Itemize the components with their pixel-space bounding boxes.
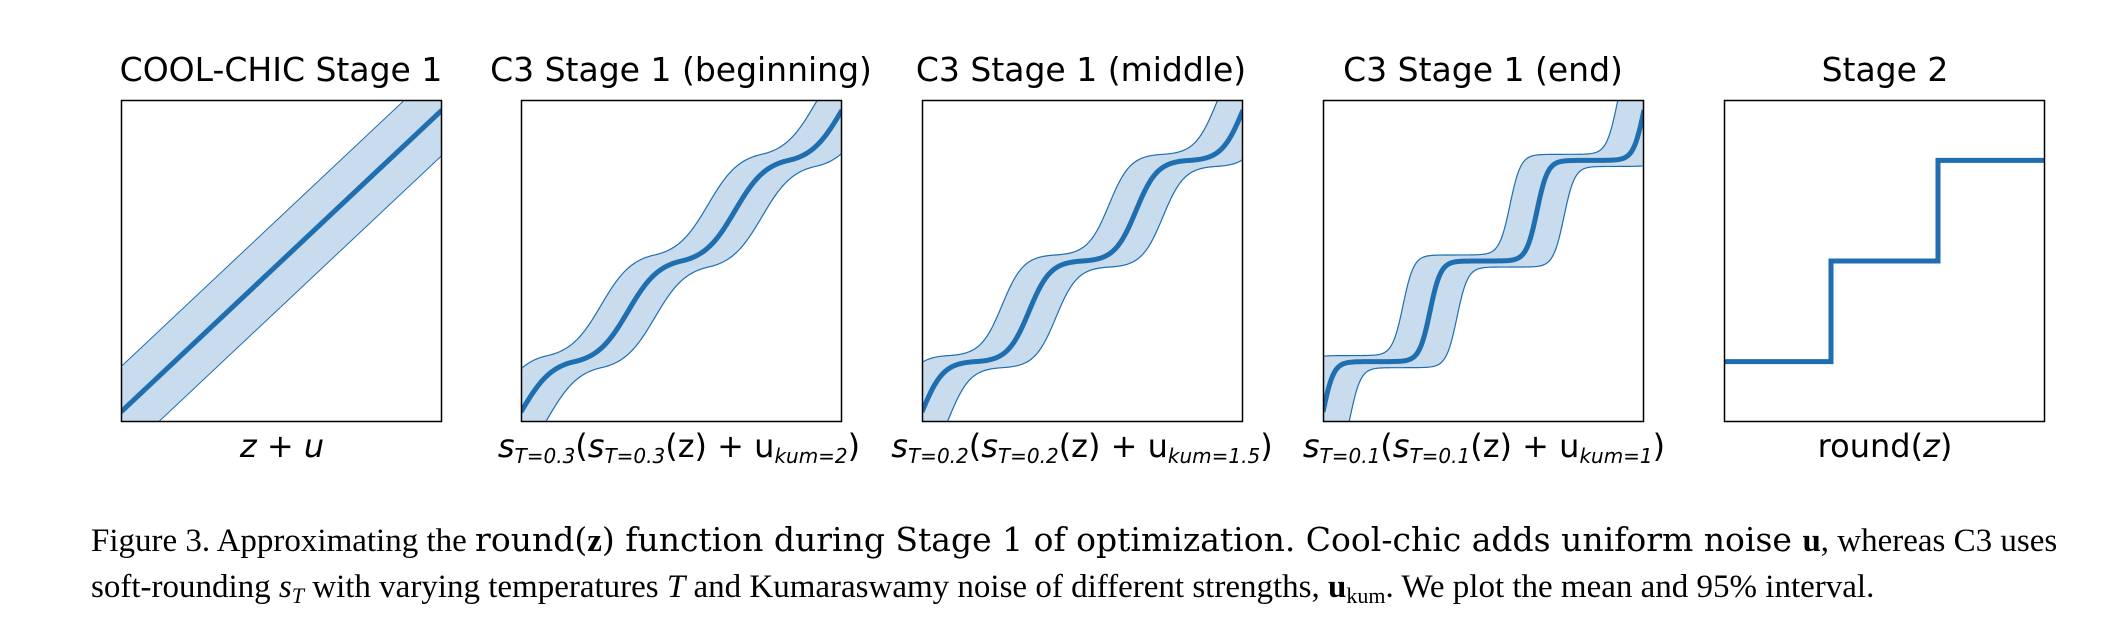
panel-plot-5 (1723, 99, 2046, 423)
panel-title-1: COOL-CHIC Stage 1 (119, 50, 443, 89)
panel-label-3: sT=0.2(sT=0.2(z) + ukum=1.5) (891, 427, 1273, 468)
caption-line-1: Figure 3. Approximating the round(z) fun… (91, 520, 2058, 559)
panel-plot-4 (1322, 99, 1645, 423)
plot-frame (921, 99, 1244, 423)
plot-frame (1723, 99, 2046, 423)
mean-line (122, 108, 441, 414)
plot-frame (520, 99, 843, 423)
panel-label-5: round(z) (1817, 427, 1953, 465)
panel-plot-3 (921, 99, 1244, 423)
mean-line (923, 109, 1242, 413)
plot-frame (1322, 99, 1645, 423)
mean-line (522, 108, 841, 414)
mean-line (1324, 109, 1643, 413)
panel-label-1: z + u (239, 427, 325, 465)
plot-frame (120, 99, 443, 423)
panel-label-4: sT=0.1(sT=0.1(z) + ukum=1) (1302, 427, 1666, 468)
panel-title-4: C3 Stage 1 (end) (1343, 50, 1623, 89)
panel-label-2: sT=0.3(sT=0.3(z) + ukum=2) (497, 427, 861, 468)
panel-title-2: C3 Stage 1 (beginning) (490, 50, 872, 89)
caption-line-2: soft-rounding sT with varying temperatur… (91, 569, 1875, 608)
panel-title-5: Stage 2 (1821, 50, 1949, 89)
panel-plot-1 (120, 99, 443, 423)
round-step-line (1725, 157, 2044, 365)
panel-plot-2 (520, 99, 843, 423)
figure-caption: Figure 3. Approximating the round(z) fun… (91, 517, 2071, 619)
panel-title-3: C3 Stage 1 (middle) (915, 50, 1247, 89)
